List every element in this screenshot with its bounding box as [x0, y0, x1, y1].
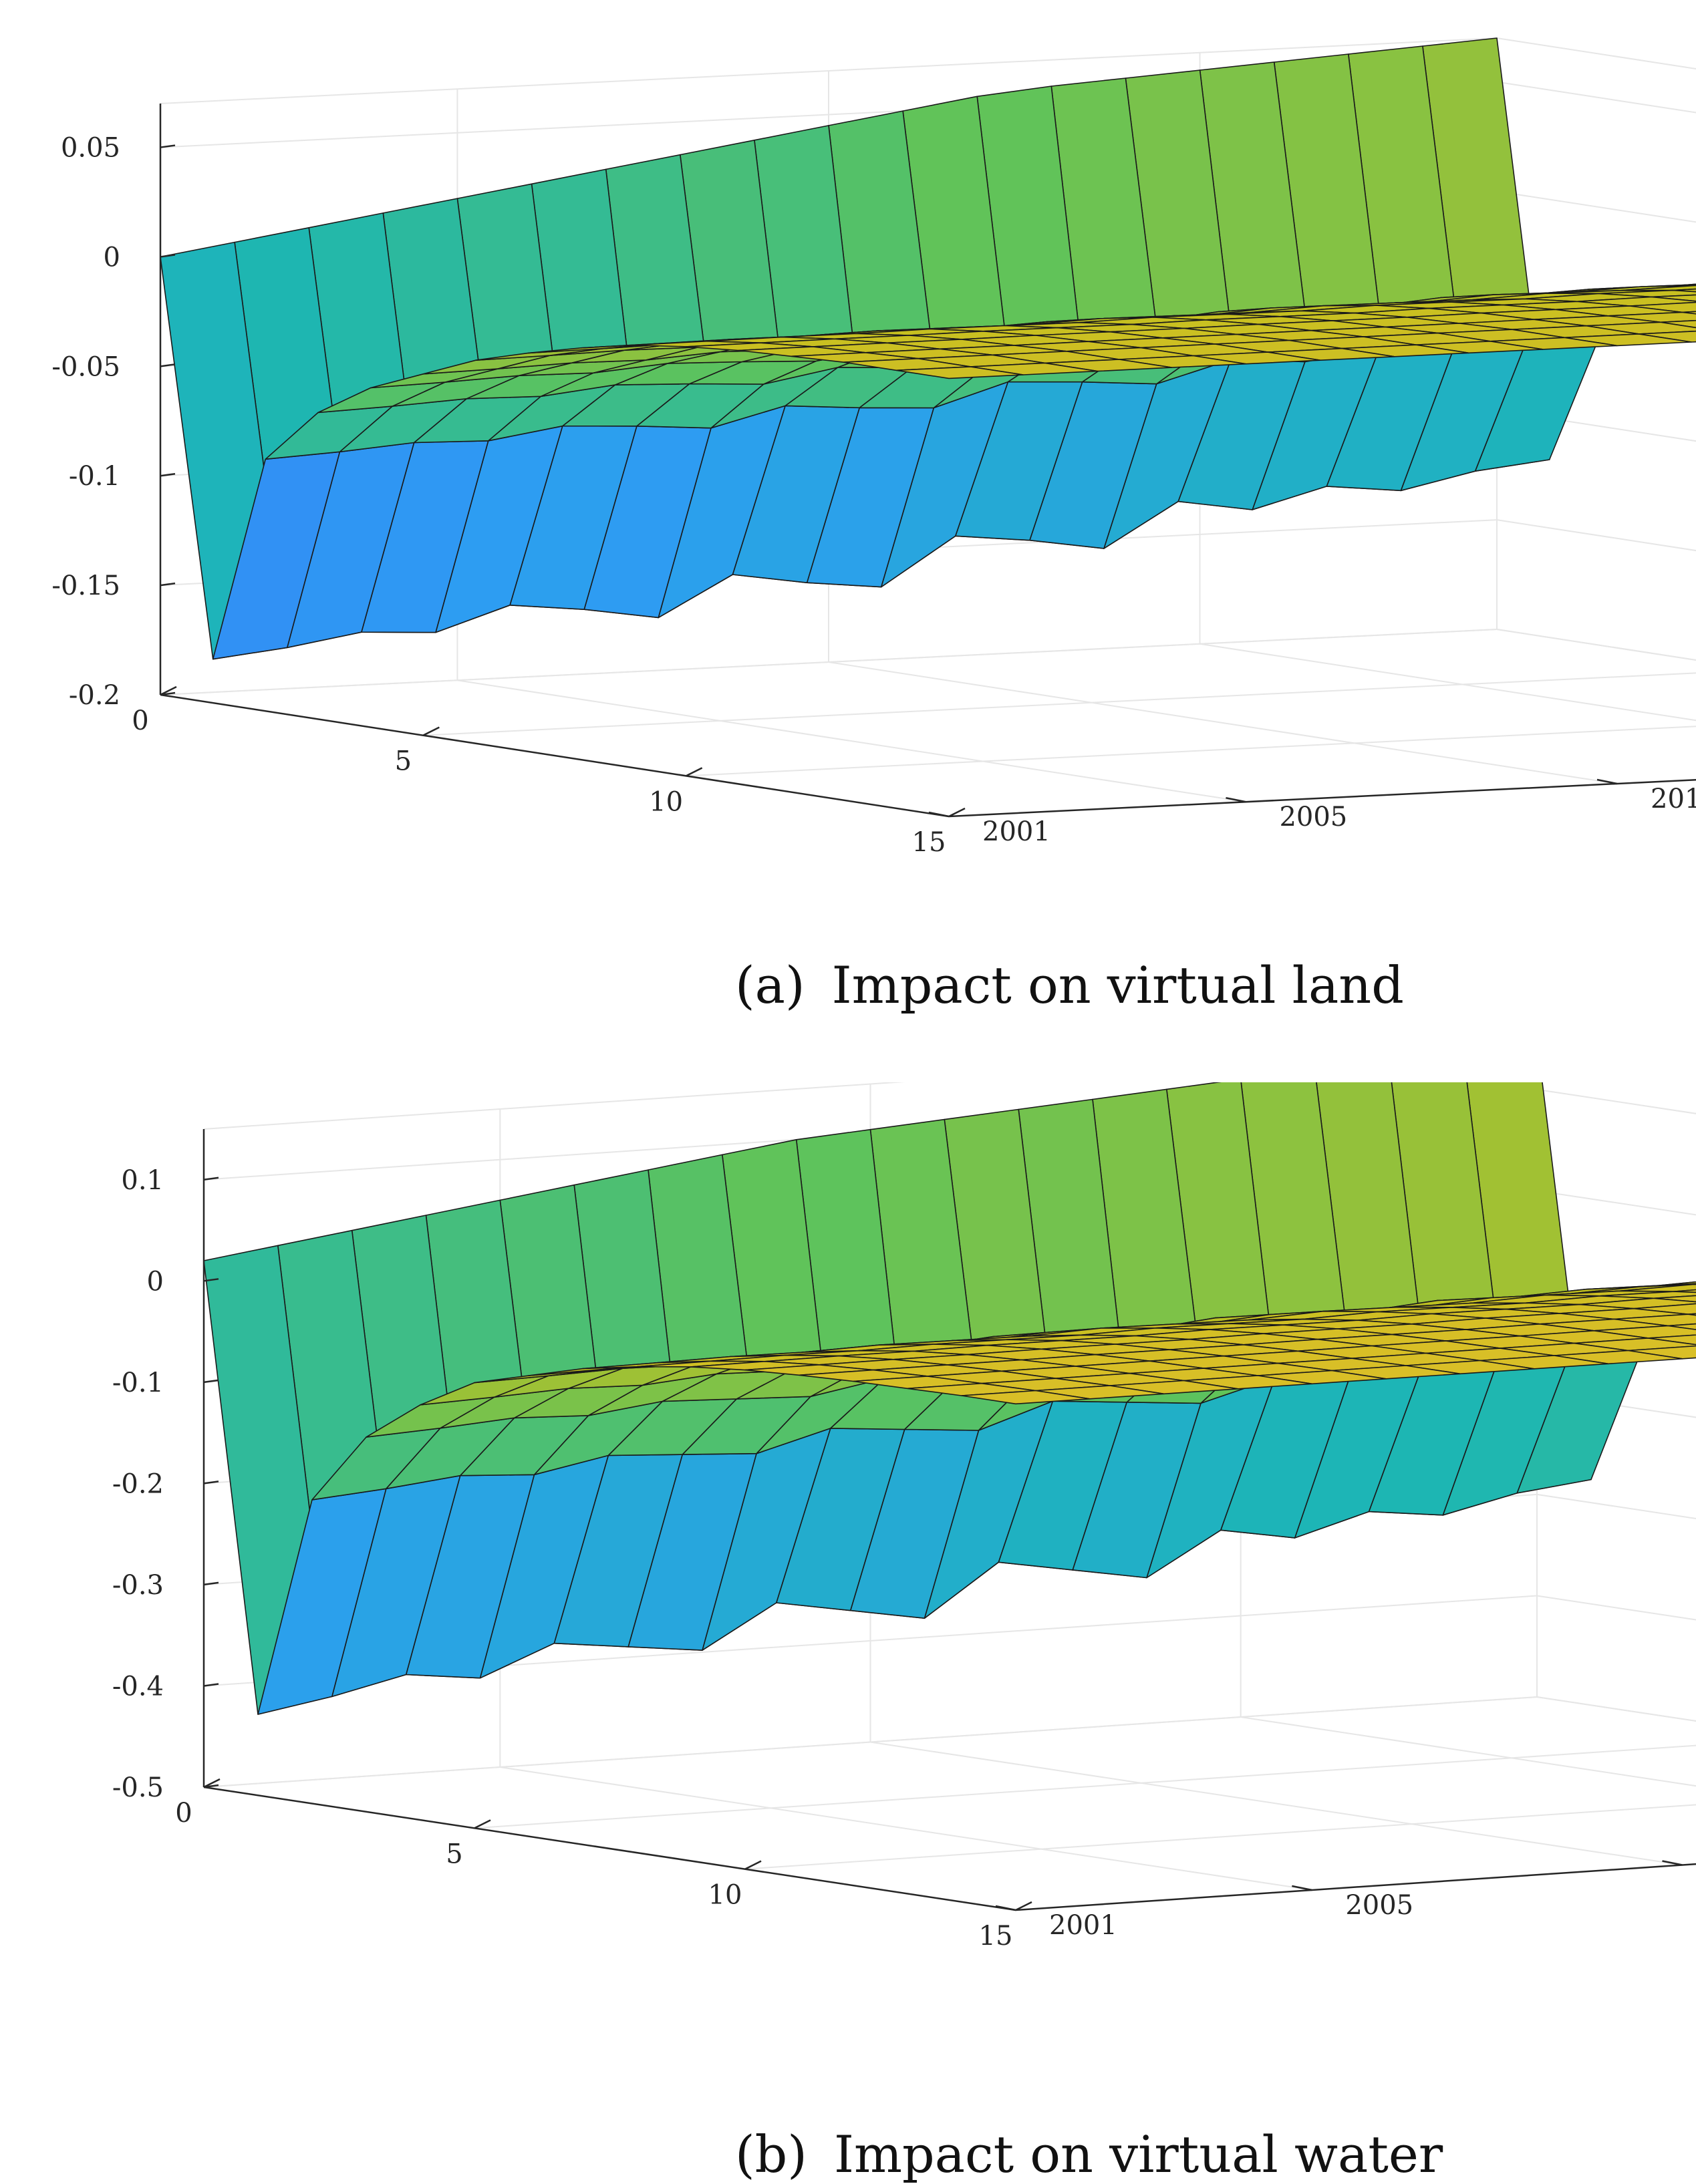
x-tick-label: 15 [912, 827, 946, 858]
z-tick-label: -0.1 [69, 461, 120, 492]
caption-a: (a) Impact on virtual land [735, 955, 1537, 1015]
surface-plot-b: 0.10-0.1-0.2-0.3-0.4-0.50510152001200520… [0, 1082, 1696, 2058]
x-tick-label: 15 [979, 1921, 1013, 1952]
y-tick-label: 2005 [1279, 802, 1347, 832]
z-tick-label: -0.1 [112, 1368, 164, 1398]
caption-b-label: (b) [735, 2125, 807, 2184]
y-tick-label: 2001 [982, 816, 1050, 847]
z-tick-label: 0.05 [61, 133, 120, 164]
y-tick-label: 2005 [1345, 1890, 1413, 1921]
caption-b: (b) Impact on virtual water [735, 2125, 1537, 2184]
figure-a: 0.05 0 -0.05 -0.1 -0.15 -0.2 0 5 10 15 2001 2005 201… [0, 0, 1696, 1082]
figure-b: 0.10-0.1-0.2-0.3-0.4-0.50510152001200520… [0, 1082, 1696, 2171]
z-tick-label: -0.15 [51, 571, 120, 601]
y-tick-label: 2010 [1651, 784, 1696, 814]
z-tick-label: -0.3 [112, 1570, 164, 1601]
surface-a [160, 38, 1696, 659]
surface-plot-a: 0.05 0 -0.05 -0.1 -0.15 -0.2 0 5 10 15 2001 2005 201… [0, 0, 1696, 949]
x-tick-label: 10 [708, 1880, 742, 1911]
x-tick-label: 5 [446, 1839, 462, 1869]
surface-b [204, 1082, 1696, 1714]
z-tick-label: -0.2 [112, 1468, 164, 1499]
caption-a-label: (a) [735, 955, 805, 1015]
z-tick-label: -0.4 [112, 1671, 164, 1702]
z-tick-label: 0.1 [121, 1165, 164, 1196]
x-tick-label: 10 [649, 786, 683, 817]
x-tick-label: 5 [395, 746, 412, 777]
caption-b-text: Impact on virtual water [834, 2125, 1443, 2184]
caption-a-text: Impact on virtual land [832, 955, 1404, 1015]
z-tick-label: 0 [147, 1266, 164, 1297]
z-tick-label: -0.2 [69, 680, 120, 711]
x-tick-label: 0 [132, 706, 148, 736]
z-tick-label: -0.05 [51, 351, 120, 382]
z-tick-label: 0 [104, 242, 120, 273]
z-tick-label: -0.5 [112, 1772, 164, 1803]
y-tick-label: 2001 [1049, 1910, 1117, 1941]
x-tick-label: 0 [175, 1798, 192, 1829]
